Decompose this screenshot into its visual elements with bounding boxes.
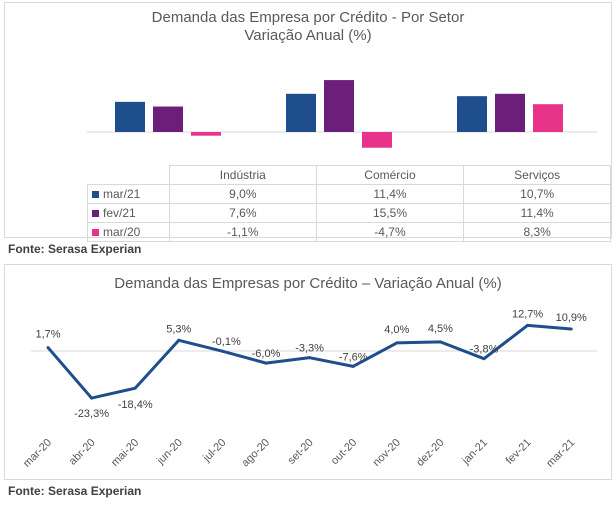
x-tick-label: nov-20 <box>371 437 403 469</box>
table-cell: 9,0% <box>169 184 317 204</box>
data-label: -3,3% <box>295 343 324 355</box>
data-label: -23,3% <box>74 408 109 420</box>
line-chart: 1,7% -23,3% -18,4% 5,3% -0,1% -6,0% -3,3% -7,6%… <box>21 308 597 470</box>
data-point <box>438 340 442 344</box>
data-point <box>395 341 399 345</box>
bottom-source: Fonte: Serasa Experian <box>8 484 142 498</box>
data-point <box>90 396 94 400</box>
data-point <box>569 327 573 331</box>
x-tick-label: out-20 <box>329 437 360 468</box>
data-label: 10,9% <box>556 312 587 324</box>
table-cell: 11,4% <box>463 203 611 223</box>
table-cell: 11,4% <box>315 184 465 204</box>
x-tick-label: abr-20 <box>67 437 98 468</box>
data-label: -6,0% <box>252 348 281 360</box>
table-header-row: Indústria Comércio Serviços <box>88 165 611 185</box>
data-label: 5,3% <box>166 323 191 335</box>
bar <box>457 96 487 132</box>
x-tick-label: mar-21 <box>544 437 577 470</box>
data-point <box>526 323 530 327</box>
x-tick-label: dez-20 <box>414 437 446 469</box>
x-tick-label: mar-20 <box>21 437 54 470</box>
sector-chart-panel: Demanda das Empresa por Crédito - Por Se… <box>4 2 612 242</box>
bar <box>324 80 354 132</box>
column-header: Indústria <box>169 165 317 185</box>
data-point <box>351 364 355 368</box>
data-label: -3,8% <box>470 344 499 356</box>
data-point <box>220 349 224 353</box>
column-header: Comércio <box>315 165 465 185</box>
bar-chart <box>87 80 597 148</box>
bar <box>362 132 392 148</box>
table-cell: 10,7% <box>463 184 611 204</box>
bar <box>495 93 525 132</box>
bar <box>533 104 563 132</box>
data-label: 4,5% <box>428 323 453 335</box>
timeline-chart-panel: Demanda das Empresas por Crédito – Varia… <box>4 264 612 480</box>
table-cell: -1,1% <box>169 222 317 242</box>
legend-key-fev21 <box>92 210 99 218</box>
data-label: -0,1% <box>212 336 241 348</box>
x-tick-label: jun-20 <box>154 437 185 468</box>
sector-chart-subtitle: Variação Anual (%) <box>244 27 372 44</box>
data-label: -18,4% <box>118 399 153 411</box>
table-row: mar/20 -1,1% -4,7% 8,3% <box>87 222 611 242</box>
table-cell: -4,7% <box>315 222 465 242</box>
series-name: mar/20 <box>103 225 141 239</box>
legend-key-mar20 <box>92 229 99 237</box>
data-label: -7,6% <box>339 351 368 363</box>
legend-key-mar21 <box>92 191 99 199</box>
table-cell: 7,6% <box>169 203 317 223</box>
data-point <box>482 357 486 361</box>
x-tick-label: set-20 <box>286 437 316 467</box>
sector-chart-title: Demanda das Empresa por Crédito - Por Se… <box>151 9 465 26</box>
bar <box>286 93 316 132</box>
x-tick-label: jul-20 <box>200 437 228 465</box>
data-point <box>133 386 137 390</box>
series-name: fev/21 <box>103 206 136 220</box>
data-point <box>264 361 268 365</box>
series-name: mar/21 <box>103 187 141 201</box>
timeline-chart-title: Demanda das Empresas por Crédito – Varia… <box>114 275 502 292</box>
table-row: mar/21 9,0% 11,4% 10,7% <box>87 184 611 204</box>
table-row: fev/21 7,6% 15,5% 11,4% <box>87 203 611 223</box>
data-label: 1,7% <box>35 329 60 341</box>
x-tick-label: ago-20 <box>239 437 272 470</box>
column-header: Serviços <box>463 165 611 185</box>
table-cell: 15,5% <box>315 203 465 223</box>
data-table: Indústria Comércio Serviços mar/21 9,0% … <box>87 165 611 242</box>
top-source: Fonte: Serasa Experian <box>8 242 142 256</box>
bar <box>115 101 145 132</box>
x-tick-label: mai-20 <box>109 437 141 469</box>
series-line <box>46 323 572 400</box>
data-point <box>177 338 181 342</box>
data-point <box>308 356 312 360</box>
data-point <box>46 346 50 350</box>
bar <box>191 132 221 136</box>
data-label: 12,7% <box>512 308 543 320</box>
x-tick-label: fev-21 <box>504 437 534 467</box>
data-label: 4,0% <box>384 324 409 336</box>
x-tick-label: jan-21 <box>459 437 490 468</box>
table-cell: 8,3% <box>463 222 611 242</box>
bar <box>153 106 183 132</box>
